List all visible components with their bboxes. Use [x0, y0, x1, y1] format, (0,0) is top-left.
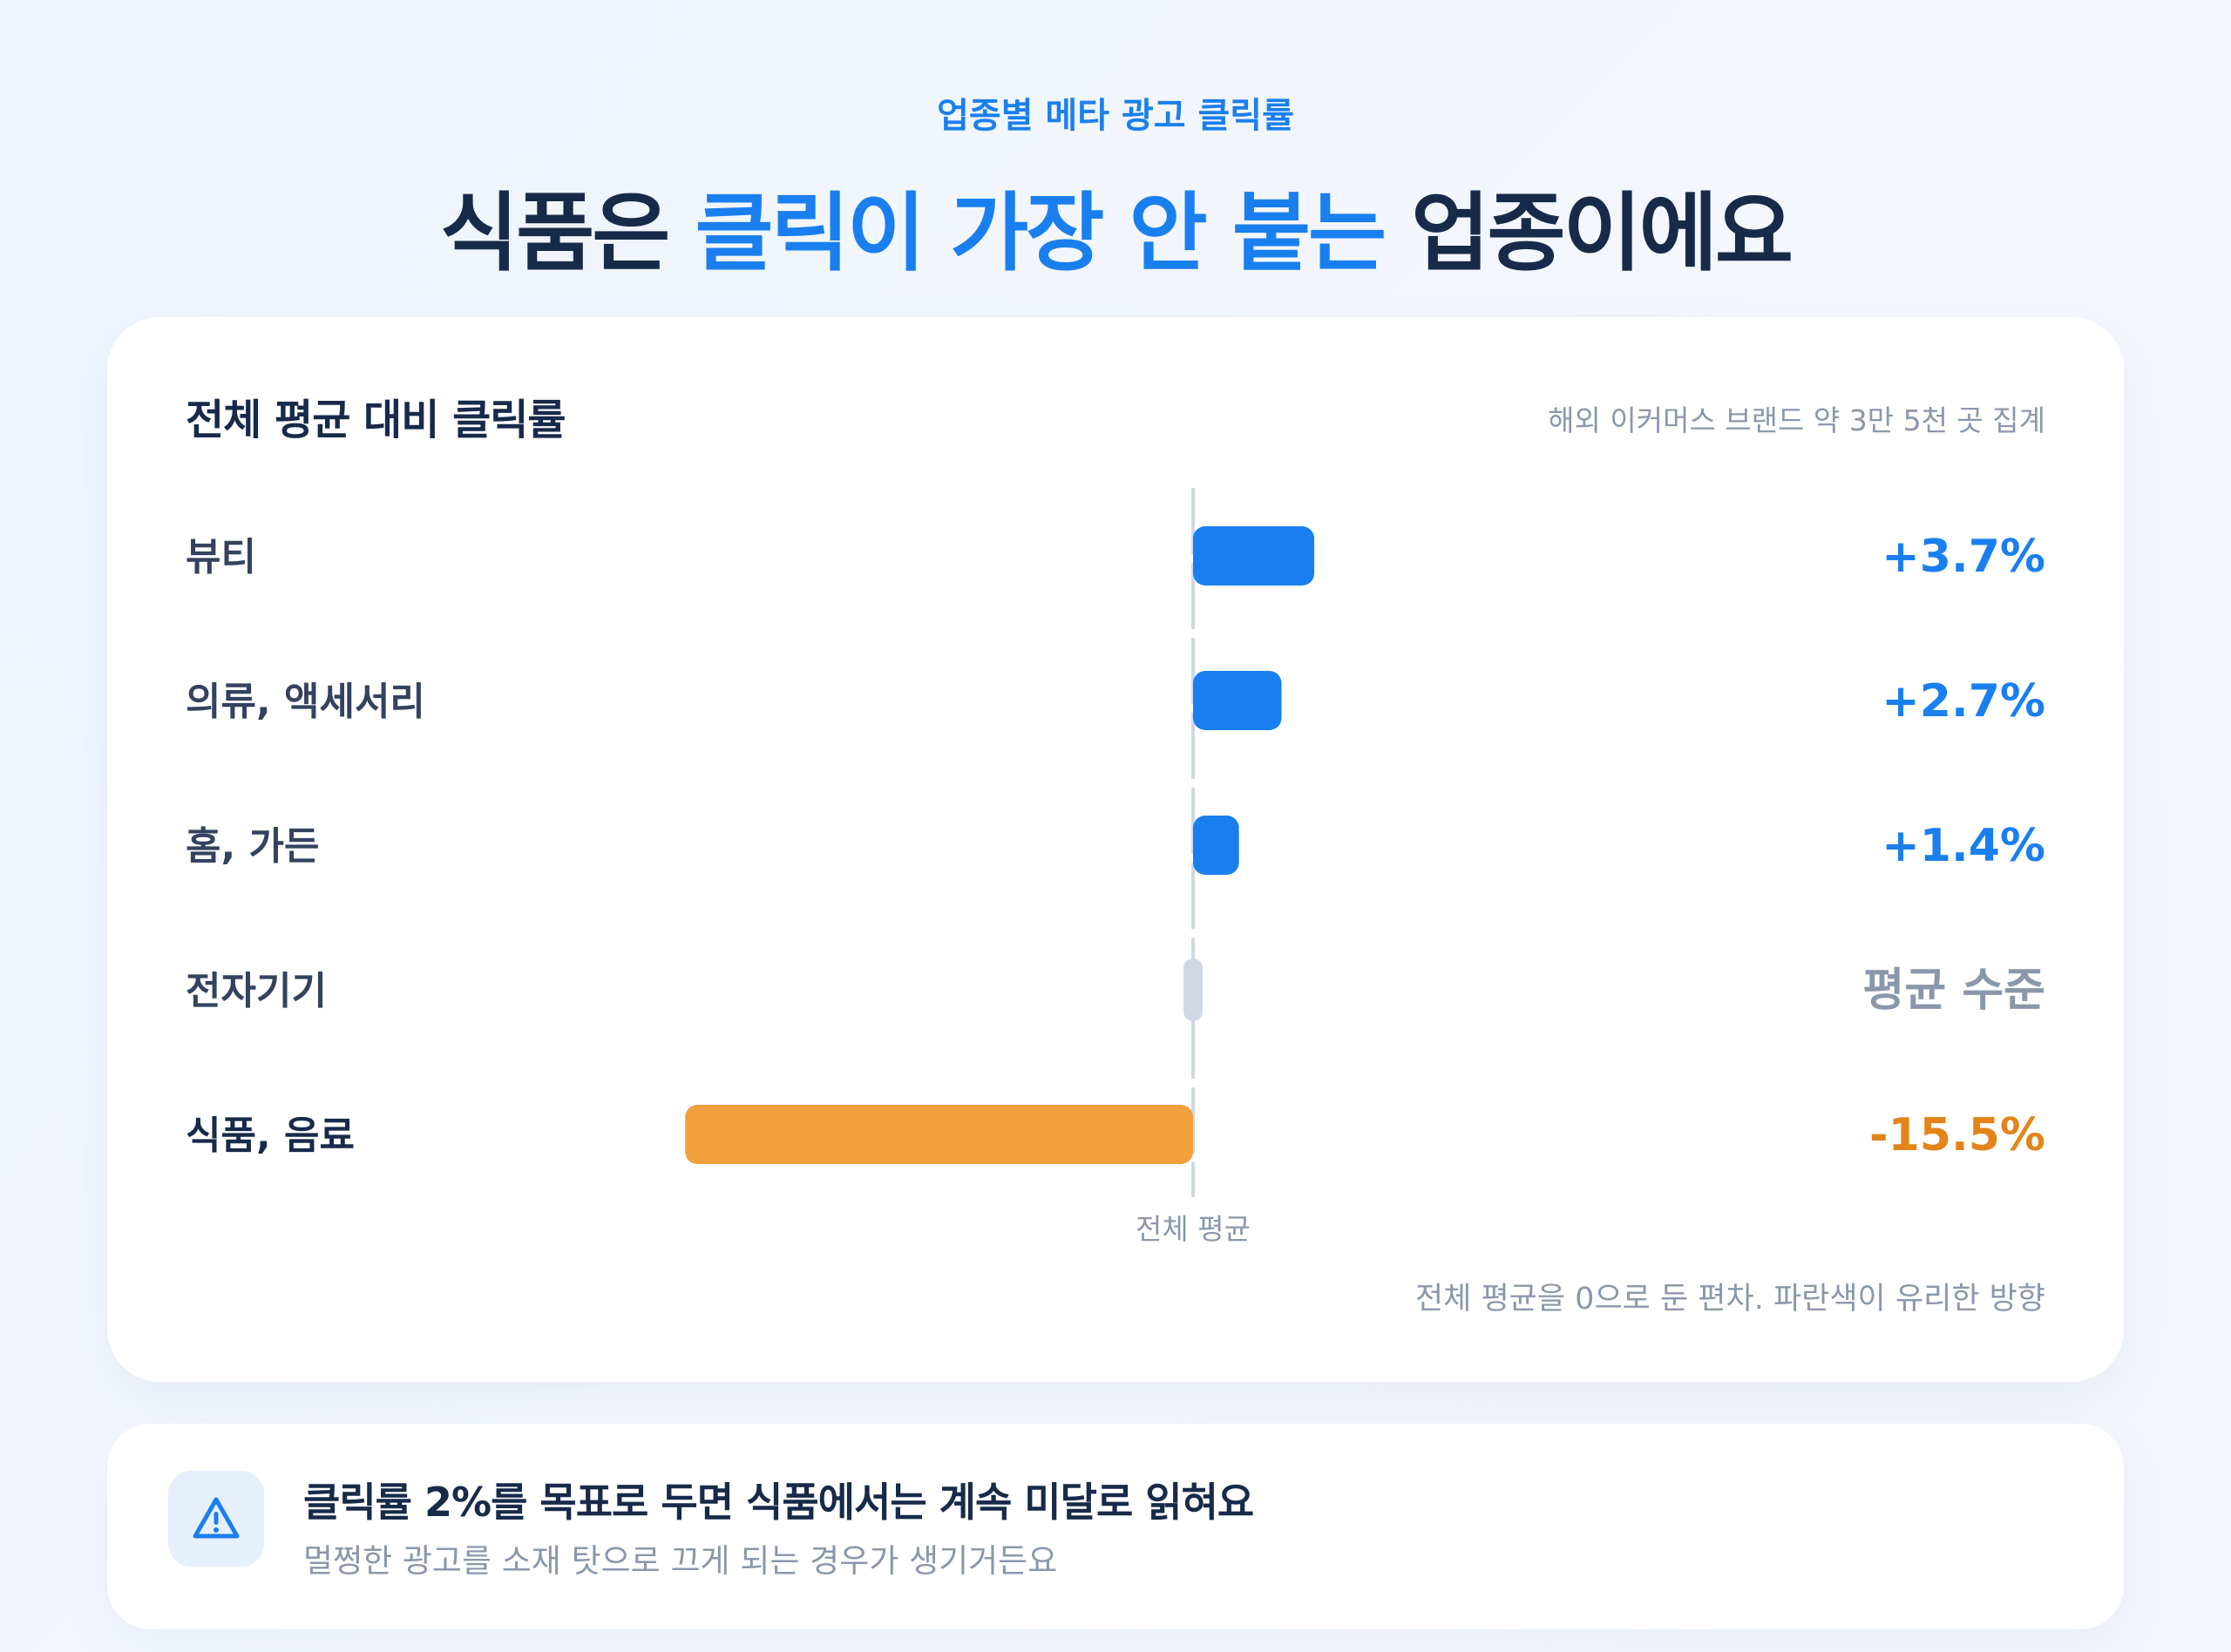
bar-mark: [685, 1105, 1193, 1164]
baseline-label: 전체 평균: [1136, 1212, 1251, 1246]
headline-highlight: 클릭이 가장 안 붙는: [695, 184, 1387, 283]
bar-mark: [1193, 526, 1315, 586]
value-label: +2.7%: [1882, 675, 2045, 728]
category-label: 뷰티: [186, 535, 256, 579]
tip-title: 클릭률 2%를 목표로 두면 식품에서는 계속 미달로 읽혀요: [303, 1479, 1254, 1526]
bar-mark: [1183, 958, 1203, 1021]
eyebrow-title: 업종별 메타 광고 클릭률: [937, 96, 1294, 136]
bar-mark: [1193, 816, 1239, 875]
chart-footnote: 전체 평균을 0으로 둔 편차. 파란색이 유리한 방향: [1414, 1282, 2045, 1317]
category-label: 홈, 가든: [186, 824, 319, 869]
tip-subtitle: 멀쩡한 광고를 소재 탓으로 끄게 되는 경우가 생기거든요: [303, 1542, 1058, 1580]
value-label: 평균 수준: [1863, 965, 2045, 1017]
headline-part-1: 식품은: [439, 184, 695, 283]
chart-card: 전체 평균 대비 클릭률 해외 이커머스 브랜드 약 3만 5천 곳 집계 뷰티…: [107, 317, 2124, 1382]
tip-card: 클릭률 2%를 목표로 두면 식품에서는 계속 미달로 읽혀요 멀쩡한 광고를 …: [107, 1424, 2124, 1629]
chart-title: 전체 평균 대비 클릭률: [186, 396, 566, 444]
deviation-bar-chart: 뷰티 +3.7% 의류, 액세서리 +2.7% 홈, 가든 +1.4% 전자기기 평균 수준식…: [186, 488, 2045, 1246]
category-label: 의류, 액세서리: [186, 680, 425, 724]
category-label: 전자기기: [186, 969, 327, 1013]
chart-source-note: 해외 이커머스 브랜드 약 3만 5천 곳 집계: [1548, 403, 2045, 437]
warning-icon: [168, 1471, 264, 1567]
category-label: 식품, 음료: [186, 1114, 355, 1158]
bar-mark: [1193, 671, 1282, 730]
value-label: +3.7%: [1882, 531, 2045, 583]
headline-part-3: 업종이에요: [1384, 184, 1794, 283]
page-headline: 식품은 클릭이 가장 안 붙는 업종이에요: [0, 164, 2231, 288]
value-label: -15.5%: [1869, 1109, 2045, 1161]
value-label: +1.4%: [1882, 820, 2045, 872]
